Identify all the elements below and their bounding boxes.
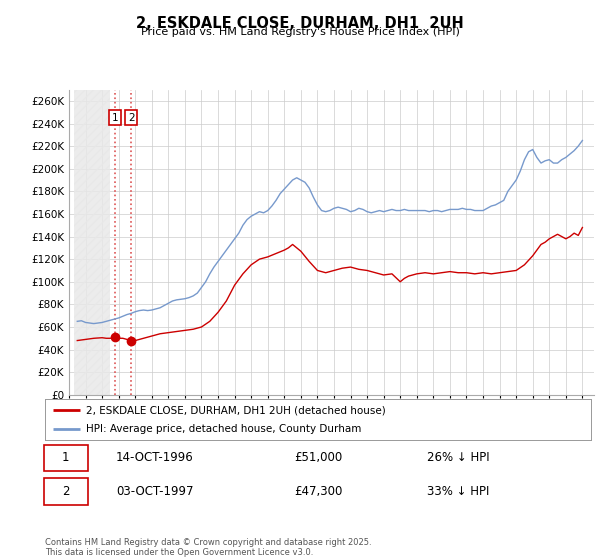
Text: 03-OCT-1997: 03-OCT-1997 <box>116 485 193 498</box>
Text: 1: 1 <box>62 451 70 464</box>
Text: 2: 2 <box>62 485 70 498</box>
Text: 2, ESKDALE CLOSE, DURHAM, DH1  2UH: 2, ESKDALE CLOSE, DURHAM, DH1 2UH <box>136 16 464 31</box>
Text: 1: 1 <box>112 113 119 123</box>
Text: 14-OCT-1996: 14-OCT-1996 <box>116 451 194 464</box>
Bar <box>74 90 110 395</box>
Text: HPI: Average price, detached house, County Durham: HPI: Average price, detached house, Coun… <box>86 424 361 433</box>
Text: 33% ↓ HPI: 33% ↓ HPI <box>427 485 490 498</box>
Text: Price paid vs. HM Land Registry's House Price Index (HPI): Price paid vs. HM Land Registry's House … <box>140 27 460 37</box>
Text: 2: 2 <box>128 113 134 123</box>
Text: Contains HM Land Registry data © Crown copyright and database right 2025.
This d: Contains HM Land Registry data © Crown c… <box>45 538 371 557</box>
Text: £51,000: £51,000 <box>294 451 342 464</box>
Text: £47,300: £47,300 <box>294 485 342 498</box>
FancyBboxPatch shape <box>44 445 88 471</box>
Text: 26% ↓ HPI: 26% ↓ HPI <box>427 451 490 464</box>
Text: 2, ESKDALE CLOSE, DURHAM, DH1 2UH (detached house): 2, ESKDALE CLOSE, DURHAM, DH1 2UH (detac… <box>86 405 386 415</box>
FancyBboxPatch shape <box>44 478 88 505</box>
